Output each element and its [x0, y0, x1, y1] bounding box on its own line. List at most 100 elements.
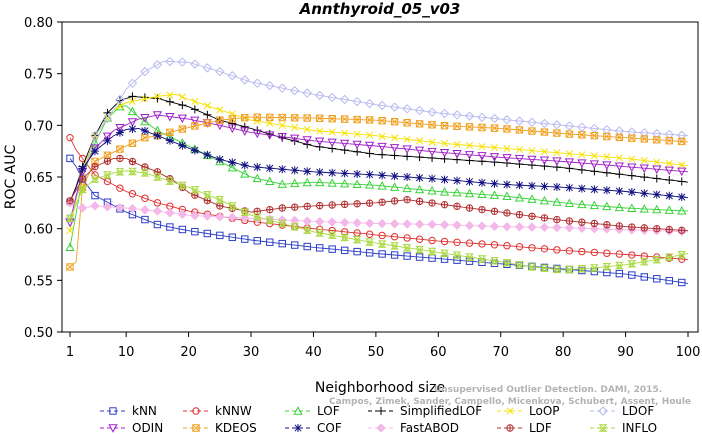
point-kNN	[291, 241, 299, 249]
point-ODIN	[552, 157, 562, 166]
series-COF	[66, 124, 689, 206]
point-LDOF	[527, 117, 537, 127]
point-KDEOS	[166, 128, 174, 137]
point-COF	[615, 187, 624, 196]
point-COF	[153, 131, 162, 140]
point-COF	[440, 175, 449, 184]
point-INFLO	[440, 249, 449, 258]
point-LOF	[290, 178, 300, 188]
point-LOF	[65, 242, 75, 251]
point-LOF	[502, 191, 512, 201]
point-LDOF	[664, 129, 674, 140]
point-LoOP	[665, 159, 673, 168]
point-INFLO	[402, 244, 412, 252]
legend-marker	[293, 406, 303, 415]
point-INFLO	[427, 247, 437, 256]
point-kNNW	[328, 226, 336, 235]
point-FastABOD	[127, 203, 138, 214]
point-LOF	[102, 113, 113, 122]
point-LDOF	[427, 107, 437, 117]
point-FastABOD	[202, 211, 213, 221]
point-LDOF	[314, 90, 325, 101]
point-COF	[165, 136, 174, 145]
point-SimplifiedLOF	[615, 170, 624, 179]
point-kNN	[353, 247, 361, 256]
point-FastABOD	[539, 222, 550, 233]
point-ODIN	[352, 140, 362, 150]
point-LDF	[490, 207, 499, 215]
x-tick-label: 10	[118, 345, 135, 360]
series-FastABOD	[65, 198, 689, 237]
point-COF	[478, 178, 486, 187]
point-FastABOD	[577, 223, 587, 233]
point-LDOF	[339, 94, 350, 105]
point-COF	[78, 164, 87, 173]
legend-label: COF	[317, 421, 342, 434]
legend: kNN kNNW LOF SimplifiedLOF LoOP LDOF ODIN KDEOS…	[100, 404, 657, 434]
point-KDEOS	[465, 123, 474, 131]
legend-item-COF: COF	[285, 421, 342, 434]
point-LoOP	[478, 142, 486, 151]
point-LDOF	[464, 111, 475, 121]
point-kNNW	[428, 236, 436, 245]
point-LDF	[478, 206, 486, 214]
point-ODIN	[402, 145, 412, 154]
point-LoOP	[128, 97, 136, 105]
point-kNNW	[553, 246, 561, 254]
point-INFLO	[152, 173, 162, 182]
legend-item-LOF: LOF	[285, 404, 340, 418]
point-LDOF	[652, 128, 662, 139]
point-LoOP	[465, 141, 474, 150]
point-ODIN	[439, 149, 450, 158]
point-INFLO	[265, 216, 275, 225]
point-LoOP	[453, 140, 461, 149]
point-LoOP	[216, 106, 224, 114]
point-INFLO	[302, 226, 312, 235]
point-LoOP	[166, 91, 174, 99]
point-KDEOS	[241, 113, 249, 122]
point-ODIN	[452, 150, 462, 159]
point-FastABOD	[290, 215, 300, 226]
point-LoOP	[178, 93, 186, 101]
x-tick-label: 60	[430, 345, 447, 360]
point-LDF	[453, 202, 461, 210]
point-kNN	[390, 251, 399, 259]
point-COF	[303, 167, 312, 176]
point-LDF	[515, 210, 524, 219]
legend-label: INFLO	[622, 421, 657, 434]
point-ODIN	[602, 161, 612, 170]
point-LOF	[277, 179, 287, 188]
point-FastABOD	[227, 212, 238, 223]
point-kNN	[303, 242, 311, 251]
point-KDEOS	[678, 137, 686, 146]
point-LOF	[302, 177, 312, 187]
point-SimplifiedLOF	[515, 160, 524, 169]
point-KDEOS	[665, 136, 673, 145]
point-LDOF	[502, 115, 512, 125]
series-INFLO	[65, 167, 689, 274]
point-KDEOS	[640, 135, 649, 143]
point-LOF	[402, 183, 412, 193]
x-axis-label: Neighborhood size	[315, 380, 445, 396]
point-LoOP	[603, 153, 611, 161]
point-INFLO	[165, 177, 175, 186]
point-KDEOS	[253, 113, 261, 121]
point-FastABOD	[165, 208, 175, 218]
point-kNN	[178, 225, 187, 234]
point-ODIN	[315, 137, 325, 147]
point-KDEOS	[590, 131, 599, 140]
legend-item-SimplifiedLOF: SimplifiedLOF	[368, 404, 482, 418]
point-LDF	[465, 204, 474, 212]
point-SimplifiedLOF	[128, 92, 137, 101]
point-ODIN	[302, 136, 312, 145]
point-kNN	[628, 271, 636, 279]
point-LoOP	[553, 149, 561, 157]
point-LDOF	[414, 105, 425, 116]
point-KDEOS	[440, 121, 449, 130]
point-kNN	[141, 215, 149, 224]
legend-marker	[109, 407, 117, 415]
point-ODIN	[527, 155, 537, 165]
point-LoOP	[278, 121, 286, 129]
point-INFLO	[589, 264, 599, 272]
point-COF	[652, 190, 661, 199]
